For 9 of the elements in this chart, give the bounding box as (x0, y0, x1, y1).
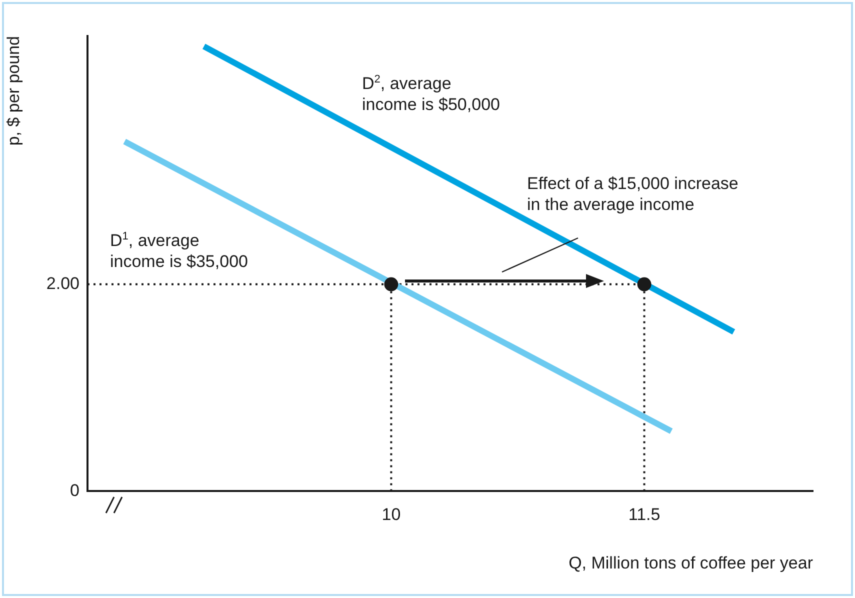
y-tick-label: 0 (70, 480, 80, 500)
annotation: D$^{2}$, average income is $50,000 (362, 73, 500, 115)
y-tick-label: 2.00 (46, 274, 80, 293)
x-axis-title: Q, Million tons of coffee per year (568, 553, 814, 572)
annotation: D$^{1}$, average income is $35,000 (110, 230, 248, 272)
y-axis-title: p, $ per pound (4, 36, 23, 146)
x-tick-label: 10 (382, 505, 401, 524)
annotation: Effect of a $15,000 increase in the average income (527, 173, 738, 215)
x-tick-label: 11.5 (628, 505, 660, 524)
